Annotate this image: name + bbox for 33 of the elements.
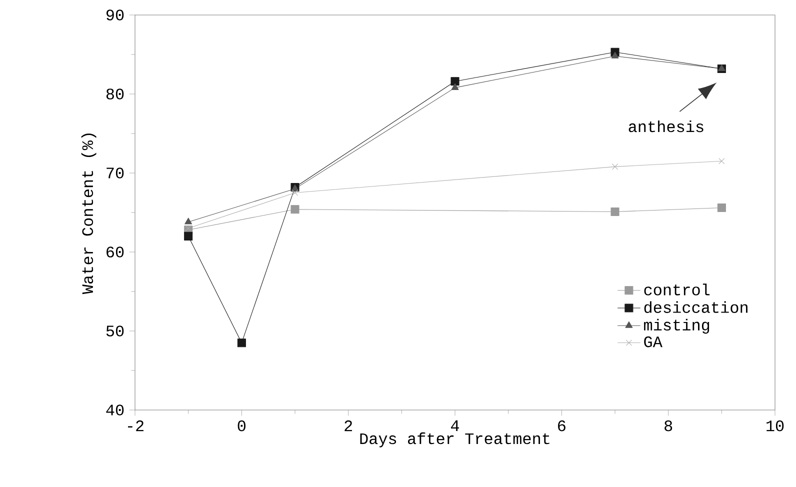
y-tick-label: 60 (106, 246, 124, 258)
annotation: anthesis (628, 120, 704, 132)
point (292, 190, 298, 196)
point (185, 225, 192, 232)
y-axis-title: Water Content (%) (81, 134, 96, 294)
point (450, 77, 460, 86)
x-tick-label: 4 (451, 420, 459, 431)
x-tick-label: 8 (664, 420, 672, 432)
y-tick-label: 80 (106, 88, 124, 100)
x-tick-label: 6 (558, 420, 566, 432)
point (612, 164, 618, 170)
x-tick-label: 2 (344, 420, 352, 432)
legend-label: control (644, 284, 710, 296)
legend-label: desiccation (644, 301, 748, 314)
y-tick-label: 50 (106, 326, 124, 336)
point (184, 218, 192, 224)
x-tick-label: 10 (766, 420, 784, 432)
y-tick-label: 70 (106, 168, 124, 178)
point (611, 52, 619, 58)
x-axis-title: Days after Treatment (360, 432, 550, 448)
point (237, 338, 246, 348)
x-tick-label: -2 (128, 420, 144, 432)
point (184, 232, 193, 240)
legend-label: misting (644, 318, 710, 334)
legend-label: GA (644, 336, 662, 348)
y-tick-label: 40 (106, 404, 124, 416)
point (451, 83, 459, 90)
point (717, 203, 726, 212)
point (290, 205, 300, 214)
point (610, 207, 620, 216)
y-tick-label: 90 (106, 10, 124, 20)
point (718, 158, 725, 164)
x-tick-label: 0 (238, 420, 246, 432)
